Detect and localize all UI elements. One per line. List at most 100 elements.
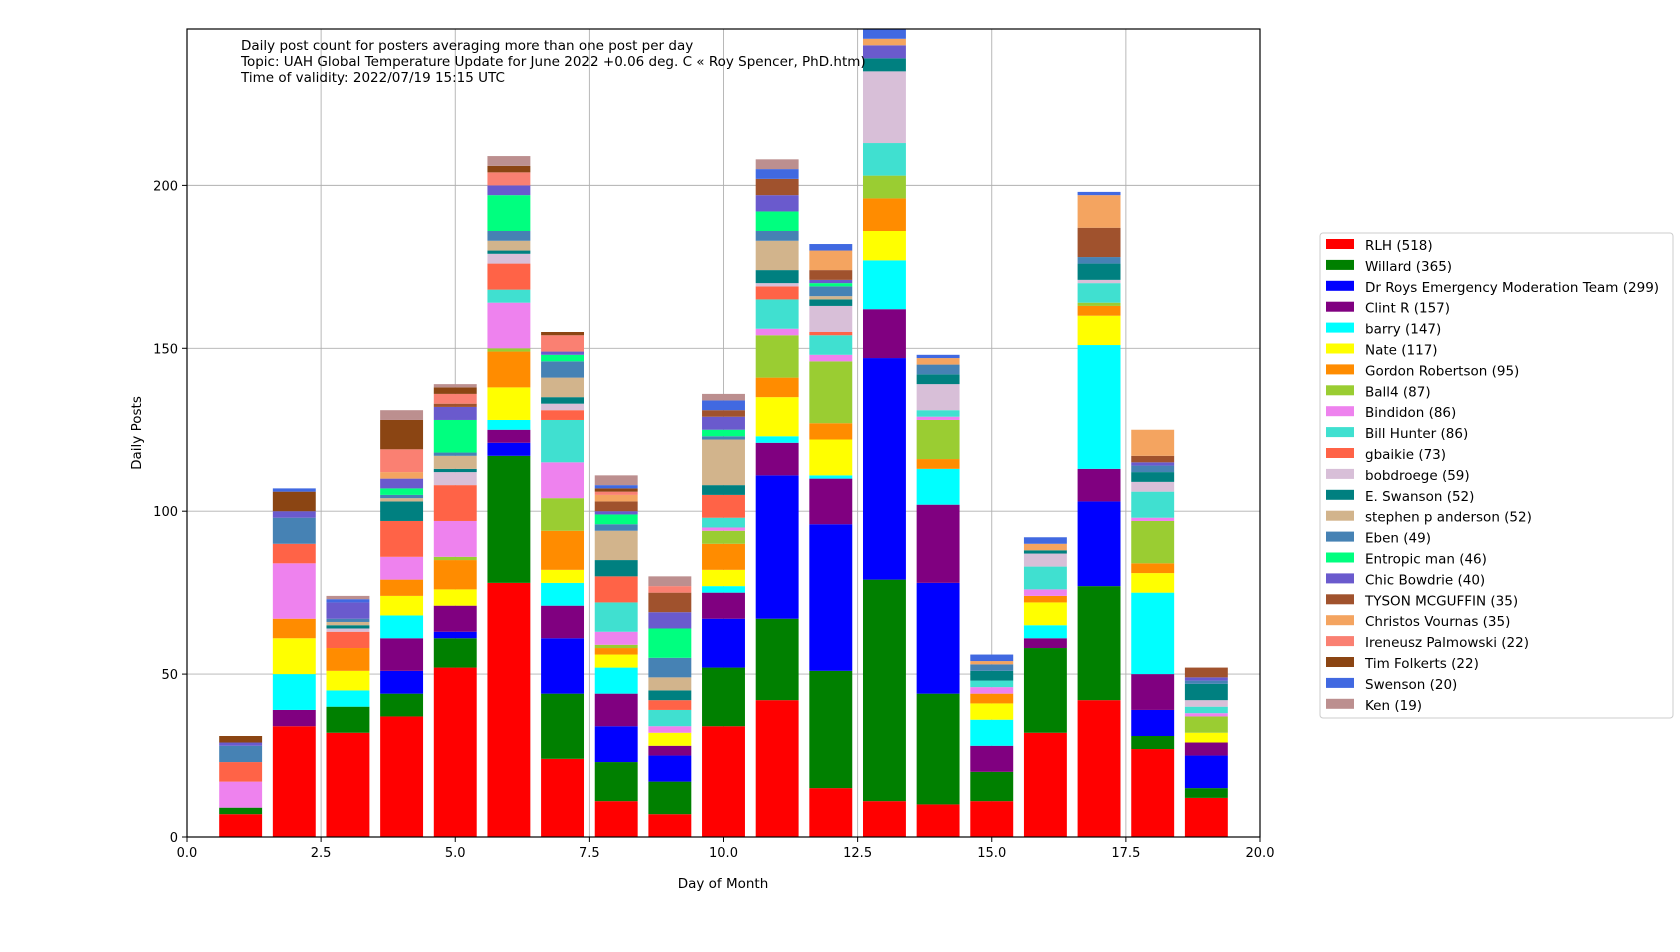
bar-segment — [1077, 305, 1121, 316]
bar-segment — [1077, 283, 1121, 303]
bar-segment — [487, 263, 531, 290]
legend-swatch — [1326, 301, 1354, 312]
bar-segment — [541, 582, 585, 606]
bar-segment — [809, 354, 853, 362]
bar-stack-day-5 — [433, 384, 477, 837]
x-tick-label: 12.5 — [843, 846, 872, 861]
bar-segment — [541, 377, 585, 398]
bar-segment — [755, 283, 799, 287]
bar-segment — [326, 599, 370, 603]
bar-segment — [594, 488, 638, 492]
bar-segment — [380, 498, 424, 502]
bar-segment — [380, 494, 424, 499]
x-axis-ticks: 0.0 2.5 5.0 7.5 10.0 12.5 15.0 17.5 20.0 — [177, 837, 1275, 861]
bar-segment — [272, 488, 316, 492]
bar-segment — [1077, 263, 1121, 280]
legend-item: barry (147) — [1326, 322, 1441, 338]
bar-segment — [380, 410, 424, 420]
bar-segment — [1077, 302, 1121, 306]
bar-segment — [1023, 625, 1067, 639]
bar-segment — [970, 745, 1014, 772]
bar-segment — [272, 517, 316, 544]
legend-swatch — [1326, 677, 1354, 688]
bar-segment — [487, 231, 531, 241]
bar-segment — [433, 485, 477, 521]
bar-segment — [755, 286, 799, 300]
bar-segment — [326, 631, 370, 649]
annotation-line-2: Topic: UAH Global Temperature Update for… — [240, 54, 866, 70]
bar-segment — [916, 416, 960, 420]
bar-segment — [487, 240, 531, 251]
bar-segment — [702, 400, 745, 411]
legend-item: bobdroege (59) — [1326, 468, 1470, 484]
bar-segment — [809, 475, 853, 479]
bar-segment — [1131, 455, 1175, 463]
bar-segment — [755, 618, 799, 701]
bar-stack-day-2 — [272, 488, 316, 837]
bar-segment — [594, 530, 638, 561]
annotation-line-3: Time of validity: 2022/07/19 15:15 UTC — [240, 70, 505, 86]
bar-segment — [648, 709, 692, 727]
bar-segment — [1023, 566, 1067, 590]
legend-item: Willard (365) — [1326, 259, 1452, 275]
bar-segment — [1023, 638, 1067, 649]
bar-segment — [970, 670, 1014, 681]
bar-segment — [702, 517, 745, 528]
bar-segment — [594, 485, 638, 489]
bar-segment — [433, 455, 477, 469]
bar-segment — [648, 732, 692, 746]
bar-segment — [1131, 465, 1175, 473]
legend-item: Tim Folkerts (22) — [1326, 656, 1479, 672]
bar-segment — [1131, 563, 1175, 574]
bar-segment — [272, 618, 316, 639]
x-tick-label: 20.0 — [1246, 846, 1275, 861]
bar-segment — [809, 332, 853, 336]
bar-segment — [433, 560, 477, 590]
bar-segment — [1077, 586, 1121, 701]
bar-segment — [487, 156, 531, 166]
y-tick-label: 200 — [153, 179, 178, 194]
bar-segment — [648, 592, 692, 613]
legend-item: Entropic man (46) — [1326, 552, 1487, 568]
bar-segment — [433, 419, 477, 453]
bar-segment — [380, 670, 424, 694]
bar-segment — [1023, 648, 1067, 733]
bar-segment — [594, 631, 638, 645]
bar-segment — [433, 605, 477, 632]
bar-segment — [326, 625, 370, 629]
bar-segment — [755, 240, 799, 271]
bar-segment — [272, 563, 316, 619]
bar-segment — [541, 403, 585, 411]
bar-segment — [487, 253, 531, 264]
bar-segment — [541, 335, 585, 352]
bar-segment — [916, 419, 960, 460]
bar-segment — [755, 397, 799, 437]
bar-segment — [433, 384, 477, 388]
x-tick-label: 17.5 — [1111, 846, 1140, 861]
bar-segment — [594, 644, 638, 649]
bar-segment — [702, 726, 745, 837]
legend-item: Swenson (20) — [1326, 677, 1457, 693]
bar-segment — [487, 348, 531, 352]
bar-segment — [380, 693, 424, 717]
legend-swatch — [1326, 364, 1354, 375]
bar-segment — [272, 491, 316, 512]
bar-segment — [648, 781, 692, 815]
bar-segment — [862, 38, 906, 46]
bar-stack-day-3 — [326, 595, 370, 837]
bar-segment — [702, 485, 745, 495]
bar-stack-day-10 — [702, 393, 745, 837]
bar-segment — [433, 638, 477, 668]
bar-segment — [916, 374, 960, 385]
bar-segment — [433, 403, 477, 407]
legend-label: Clint R (157) — [1365, 301, 1450, 317]
legend-item: Gordon Robertson (95) — [1326, 363, 1519, 379]
bar-segment — [541, 332, 585, 336]
legend-swatch — [1326, 531, 1354, 542]
legend-label: Bill Hunter (86) — [1365, 426, 1468, 442]
bar-stack-day-7 — [541, 332, 585, 837]
bar-segment — [970, 687, 1014, 694]
bar-segment — [755, 328, 799, 336]
bar-segment — [487, 165, 531, 173]
